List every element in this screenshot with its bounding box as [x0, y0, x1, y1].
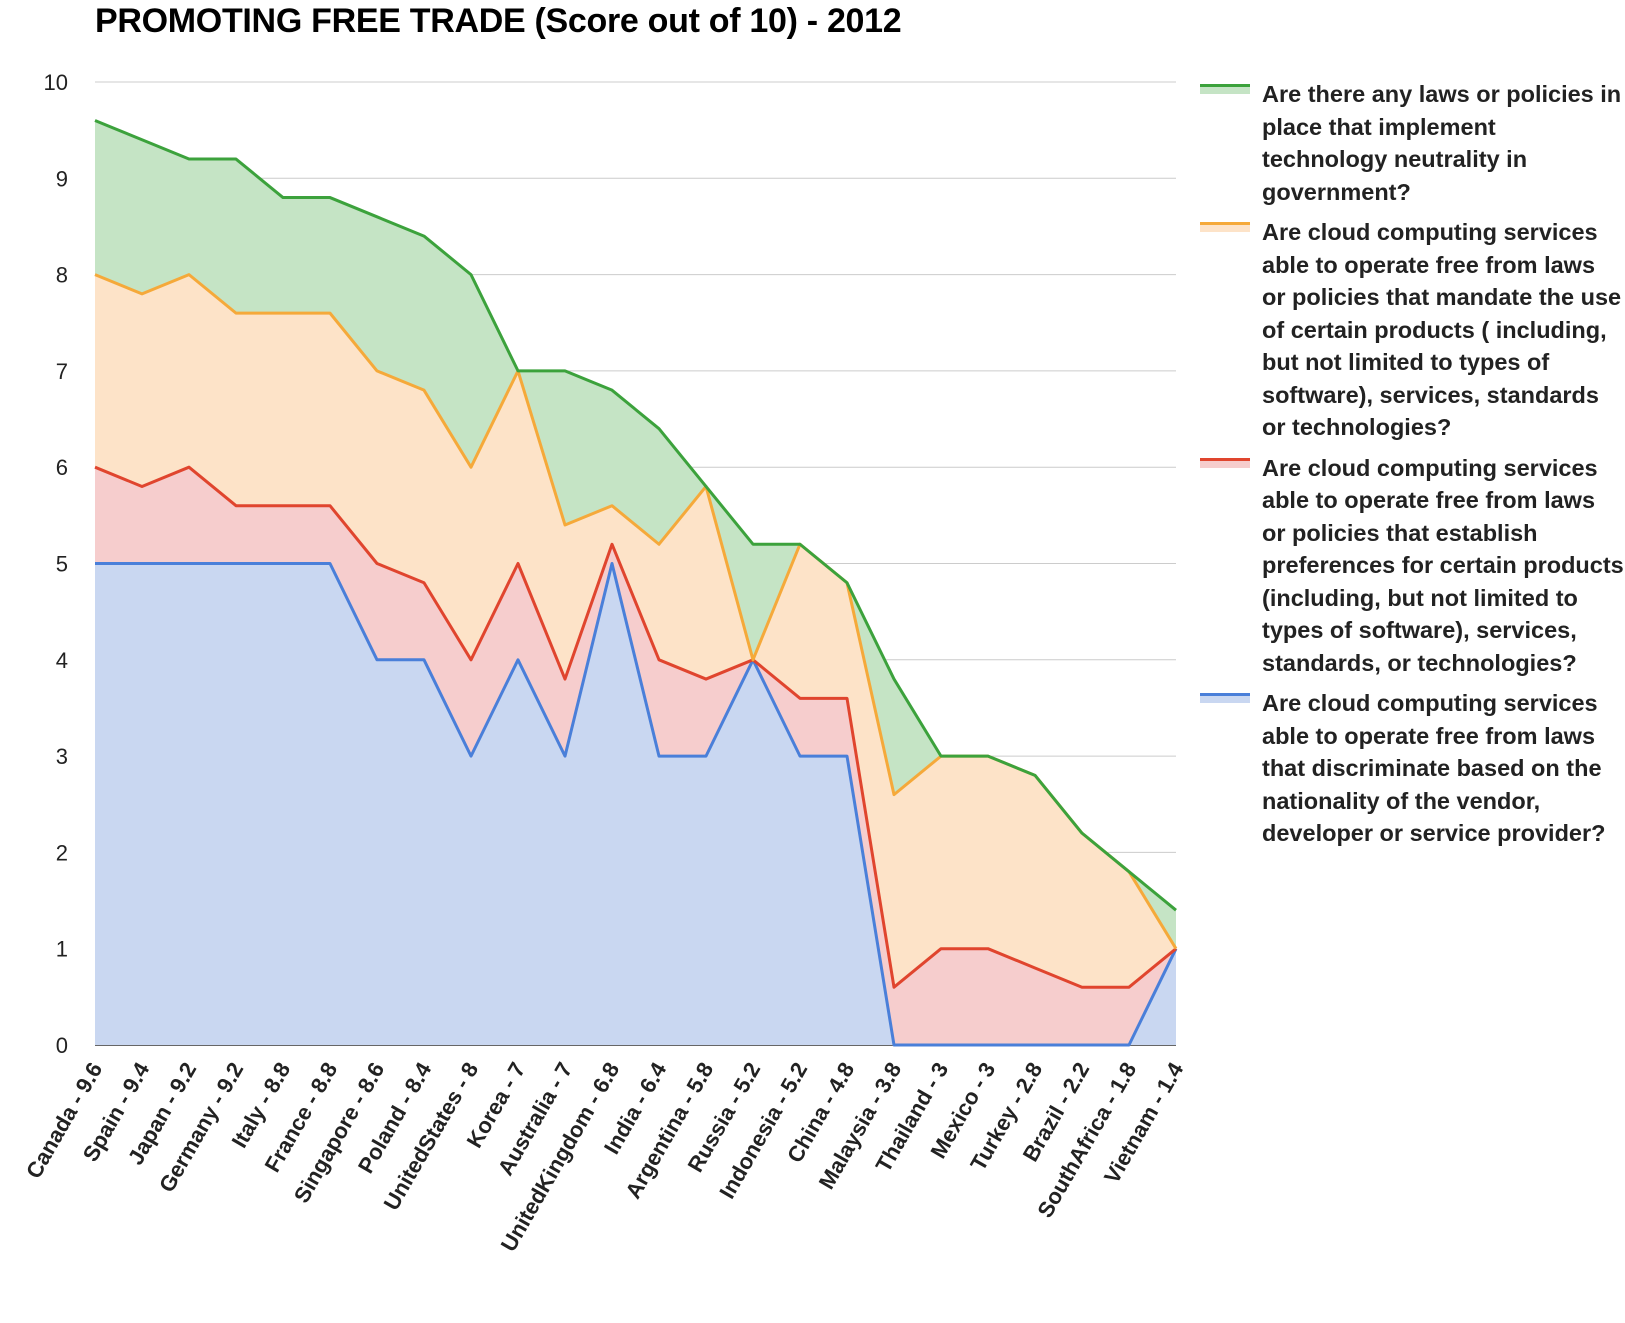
legend-item: Are there any laws or policies in place …: [1200, 78, 1625, 208]
legend-label: Are cloud computing services able to ope…: [1262, 219, 1622, 440]
y-tick-label: 5: [56, 552, 68, 577]
legend: Are there any laws or policies in place …: [1200, 78, 1625, 858]
y-axis-ticks: 0 1 2 3 4 5 6 7 8 9 10: [44, 70, 68, 1058]
series-line-3: [94, 465, 1177, 989]
area-fills: [95, 120, 1176, 1046]
chart-title: PROMOTING FREE TRADE (Score out of 10) -…: [95, 2, 902, 40]
y-tick-label: 2: [56, 840, 68, 865]
legend-label: Are cloud computing services able to ope…: [1262, 690, 1606, 846]
y-tick-label: 6: [56, 455, 68, 480]
legend-swatch: [1200, 222, 1250, 232]
legend-swatch: [1200, 84, 1250, 94]
y-tick-label: 3: [56, 744, 68, 769]
legend-label: Are cloud computing services able to ope…: [1262, 454, 1624, 676]
y-tick-label: 4: [56, 648, 68, 673]
y-tick-label: 0: [56, 1033, 68, 1058]
legend-item: Are cloud computing services able to ope…: [1200, 687, 1625, 850]
legend-item: Are cloud computing services able to ope…: [1200, 216, 1625, 444]
series-lines: [94, 119, 1178, 1047]
area-fill-series-4: [95, 563, 1176, 1045]
legend-swatch: [1200, 457, 1250, 468]
y-tick-label: 7: [56, 359, 68, 384]
y-tick-label: 1: [56, 937, 68, 962]
legend-label: Are there any laws or policies in place …: [1262, 81, 1622, 205]
y-tick-label: 8: [56, 263, 68, 288]
legend-swatch: [1200, 693, 1250, 703]
y-tick-label: 9: [56, 166, 68, 191]
series-line-1: [94, 119, 1177, 912]
legend-item: Are cloud computing services able to ope…: [1200, 452, 1625, 680]
y-tick-label: 10: [44, 70, 68, 95]
series-line-4: [95, 562, 1178, 1047]
